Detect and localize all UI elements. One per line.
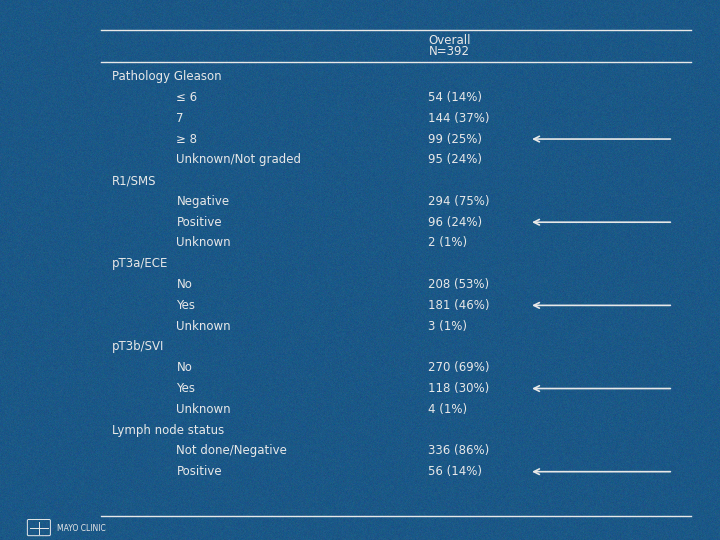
Text: 99 (25%): 99 (25%) — [428, 132, 482, 146]
Text: Unknown/Not graded: Unknown/Not graded — [176, 153, 302, 166]
Text: MAYO CLINIC: MAYO CLINIC — [57, 524, 106, 532]
Text: 95 (24%): 95 (24%) — [428, 153, 482, 166]
Text: Positive: Positive — [176, 465, 222, 478]
Text: 7: 7 — [176, 112, 184, 125]
Text: 294 (75%): 294 (75%) — [428, 195, 490, 208]
Text: 4 (1%): 4 (1%) — [428, 403, 467, 416]
Text: 54 (14%): 54 (14%) — [428, 91, 482, 104]
Text: No: No — [176, 361, 192, 374]
Text: Positive: Positive — [176, 215, 222, 229]
Text: 208 (53%): 208 (53%) — [428, 278, 490, 291]
Text: 96 (24%): 96 (24%) — [428, 215, 482, 229]
Text: Unknown: Unknown — [176, 403, 231, 416]
Text: No: No — [176, 278, 192, 291]
Text: ≤ 6: ≤ 6 — [176, 91, 197, 104]
Text: 3 (1%): 3 (1%) — [428, 320, 467, 333]
Text: Overall: Overall — [428, 34, 471, 47]
Text: 2 (1%): 2 (1%) — [428, 237, 467, 249]
Text: R1/SMS: R1/SMS — [112, 174, 156, 187]
Text: Lymph node status: Lymph node status — [112, 423, 224, 437]
Text: Negative: Negative — [176, 195, 230, 208]
Text: Not done/Negative: Not done/Negative — [176, 444, 287, 457]
Text: 336 (86%): 336 (86%) — [428, 444, 490, 457]
Text: N=392: N=392 — [428, 45, 469, 58]
Text: Yes: Yes — [176, 382, 195, 395]
Text: ≥ 8: ≥ 8 — [176, 132, 197, 146]
Text: pT3a/ECE: pT3a/ECE — [112, 257, 168, 271]
Text: pT3b/SVI: pT3b/SVI — [112, 340, 164, 354]
Text: 56 (14%): 56 (14%) — [428, 465, 482, 478]
Text: Unknown: Unknown — [176, 237, 231, 249]
Text: Pathology Gleason: Pathology Gleason — [112, 70, 221, 83]
Text: 181 (46%): 181 (46%) — [428, 299, 490, 312]
Text: Unknown: Unknown — [176, 320, 231, 333]
Text: Yes: Yes — [176, 299, 195, 312]
Text: 270 (69%): 270 (69%) — [428, 361, 490, 374]
Text: 144 (37%): 144 (37%) — [428, 112, 490, 125]
Text: 118 (30%): 118 (30%) — [428, 382, 490, 395]
